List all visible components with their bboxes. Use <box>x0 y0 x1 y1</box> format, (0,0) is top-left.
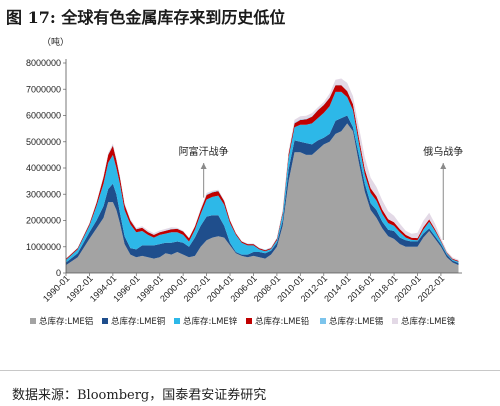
y-tick-label: 8000000 <box>26 58 61 68</box>
figure-title: 图 17: 全球有色金属库存来到历史低位 <box>6 8 286 27</box>
annotation-label: 俄乌战争 <box>423 145 463 158</box>
legend-swatch <box>102 318 108 324</box>
annotation-arrowhead <box>440 163 447 169</box>
y-tick-label: 0 <box>56 268 61 278</box>
axes <box>63 59 462 276</box>
y-tick-label: 2000000 <box>26 216 61 226</box>
series-areas <box>66 78 459 274</box>
source-note: 数据来源：Bloomberg，国泰君安证券研究 <box>12 388 267 403</box>
legend-swatch <box>30 318 36 324</box>
legend: 总库存:LME铝 总库存:LME铜 总库存:LME锌 总库存:LME铅 总库存:LME锡… <box>30 316 456 327</box>
annotations: 阿富汗战争 俄乌战争 <box>179 145 463 241</box>
area-series-1 <box>66 123 459 274</box>
y-tick-label: 3000000 <box>26 189 61 199</box>
legend-swatch <box>174 318 180 324</box>
annotation-label: 阿富汗战争 <box>179 145 229 158</box>
legend-label: 总库存:LME铅 <box>255 316 310 327</box>
area-series-2 <box>66 115 459 266</box>
source-divider <box>0 370 500 371</box>
y-tick-label: 1000000 <box>26 242 61 252</box>
legend-label: 总库存:LME铜 <box>111 316 165 327</box>
y-tick-label: 5000000 <box>26 137 61 147</box>
x-tick-labels: 1990-011992-011994-011996-011998-012000-… <box>41 273 446 303</box>
y-tick-labels: 0 1000000 2000000 3000000 4000000 5000000 6000… <box>26 58 61 278</box>
legend-label: 总库存:LME镍 <box>401 316 456 327</box>
legend-label: 总库存:LME铝 <box>39 316 93 327</box>
annotation-arrowhead <box>200 163 207 169</box>
y-unit-label: （吨） <box>42 36 69 47</box>
y-tick-label: 4000000 <box>26 163 61 173</box>
legend-label: 总库存:LME锌 <box>183 316 238 327</box>
legend-swatch <box>320 318 326 324</box>
y-tick-label: 6000000 <box>26 111 61 121</box>
x-tick-label: 2022-01 <box>416 273 446 303</box>
legend-swatch <box>392 318 398 324</box>
y-tick-label: 7000000 <box>26 84 61 94</box>
legend-label: 总库存:LME锡 <box>329 316 384 327</box>
legend-swatch <box>246 318 252 324</box>
